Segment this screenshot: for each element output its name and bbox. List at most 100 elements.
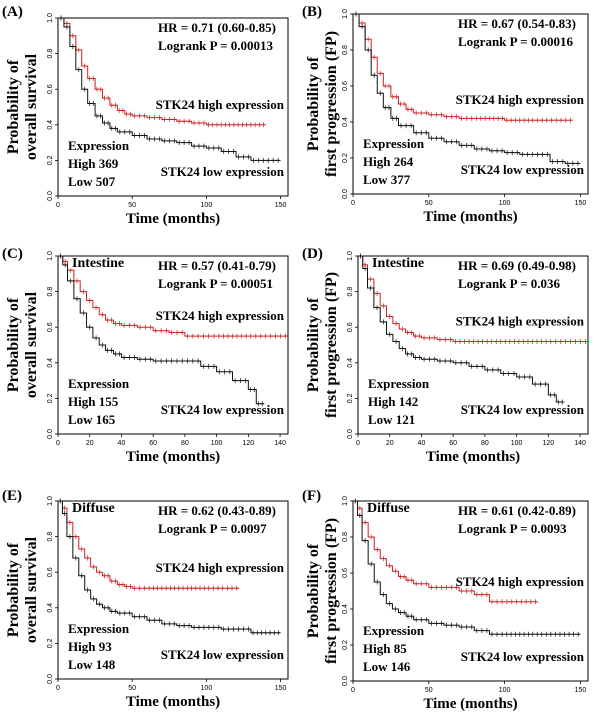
censor-mark bbox=[206, 585, 211, 591]
censor-mark bbox=[427, 356, 432, 362]
censor-mark bbox=[485, 367, 490, 373]
censor-mark bbox=[480, 363, 485, 369]
censor-mark bbox=[98, 113, 103, 119]
censor-mark bbox=[167, 116, 172, 122]
censor-mark bbox=[236, 122, 241, 128]
censor-mark bbox=[162, 621, 167, 627]
censor-mark bbox=[206, 145, 211, 151]
censor-mark bbox=[159, 328, 164, 334]
censor-mark bbox=[563, 117, 568, 123]
censor-mark bbox=[578, 338, 583, 344]
censor-mark bbox=[164, 358, 169, 364]
censor-mark bbox=[522, 631, 527, 637]
censor-mark bbox=[127, 610, 132, 616]
censor-mark bbox=[387, 601, 392, 607]
censor-mark bbox=[567, 631, 572, 637]
censor-mark bbox=[256, 157, 261, 163]
censor-mark bbox=[489, 148, 494, 154]
censor-mark bbox=[453, 360, 458, 366]
y-axis-label-line2: overall survival bbox=[23, 291, 40, 398]
censor-mark bbox=[504, 599, 509, 605]
censor-mark bbox=[353, 498, 358, 504]
n-high: High 264 bbox=[363, 154, 414, 169]
censor-mark bbox=[97, 601, 102, 607]
censor-mark bbox=[515, 150, 520, 156]
censor-mark bbox=[251, 630, 256, 636]
subgroup-label: Diffuse bbox=[72, 501, 115, 516]
y-tick-label: 0.8 bbox=[342, 532, 349, 542]
high-expression-label: STK24 high expression bbox=[156, 560, 285, 575]
x-tick-label: 150 bbox=[575, 687, 587, 694]
censor-mark bbox=[378, 70, 383, 76]
censor-mark bbox=[538, 381, 543, 387]
censor-mark bbox=[106, 573, 111, 579]
censor-mark bbox=[375, 290, 380, 296]
censor-mark bbox=[241, 154, 246, 160]
censor-mark bbox=[142, 113, 147, 119]
censor-mark bbox=[500, 599, 505, 605]
censor-mark bbox=[98, 86, 103, 92]
censor-mark bbox=[544, 338, 549, 344]
logrank-p: Logrank P = 0.0097 bbox=[158, 521, 267, 536]
censor-mark bbox=[543, 381, 548, 387]
censor-mark bbox=[552, 392, 557, 398]
hazard-ratio: HR = 0.61 (0.42-0.89) bbox=[458, 503, 576, 518]
subgroup-label: Diffuse bbox=[367, 501, 410, 516]
censor-mark bbox=[70, 33, 75, 39]
low-expression-label: STK24 low expression bbox=[461, 402, 585, 417]
censor-mark bbox=[512, 338, 517, 344]
censor-mark bbox=[449, 584, 454, 590]
censor-mark bbox=[434, 584, 439, 590]
censor-mark bbox=[387, 105, 392, 111]
censor-mark bbox=[142, 614, 147, 620]
x-tick-label: 140 bbox=[574, 440, 586, 447]
censor-mark bbox=[267, 630, 272, 636]
censor-mark bbox=[419, 110, 424, 116]
censor-mark bbox=[82, 63, 87, 69]
censor-mark bbox=[571, 631, 576, 637]
censor-mark bbox=[448, 337, 453, 343]
y-axis-label-line1: Probability of bbox=[305, 543, 322, 638]
y-tick-label: 0.4 bbox=[47, 120, 54, 130]
censor-mark bbox=[453, 338, 458, 344]
censor-mark bbox=[479, 146, 484, 152]
censor-mark bbox=[223, 122, 228, 128]
censor-mark bbox=[424, 581, 429, 587]
censor-mark bbox=[109, 578, 114, 584]
censor-mark bbox=[176, 585, 181, 591]
censor-mark bbox=[85, 555, 90, 561]
censor-mark bbox=[167, 621, 172, 627]
censor-mark bbox=[159, 358, 164, 364]
low-expression-label: STK24 low expression bbox=[161, 647, 285, 662]
censor-mark bbox=[429, 135, 434, 141]
censor-mark bbox=[109, 102, 114, 108]
censor-mark bbox=[177, 623, 182, 629]
censor-mark bbox=[363, 265, 368, 271]
censor-mark bbox=[137, 132, 142, 138]
censor-mark bbox=[97, 569, 102, 575]
censor-mark bbox=[449, 622, 454, 628]
n-low: Low 146 bbox=[363, 659, 411, 674]
censor-mark bbox=[216, 585, 221, 591]
censor-mark bbox=[489, 631, 494, 637]
censor-mark bbox=[256, 401, 261, 407]
y-tick-label: 0.8 bbox=[347, 287, 354, 297]
high-expression-label: STK24 high expression bbox=[156, 308, 285, 323]
censor-mark bbox=[375, 305, 380, 311]
censor-mark bbox=[137, 324, 142, 330]
censor-mark bbox=[76, 67, 81, 73]
high-expression-label: STK24 high expression bbox=[456, 313, 585, 328]
censor-mark bbox=[424, 110, 429, 116]
censor-mark bbox=[137, 585, 142, 591]
censor-mark bbox=[501, 370, 506, 376]
censor-mark bbox=[454, 114, 459, 120]
censor-mark bbox=[439, 620, 444, 626]
censor-mark bbox=[434, 135, 439, 141]
censor-mark bbox=[244, 122, 249, 128]
censor-mark bbox=[540, 117, 545, 123]
y-tick-label: 0.6 bbox=[347, 322, 354, 332]
censor-mark bbox=[474, 146, 479, 152]
censor-mark bbox=[94, 113, 99, 119]
hazard-ratio: HR = 0.62 (0.43-0.89) bbox=[158, 503, 276, 518]
